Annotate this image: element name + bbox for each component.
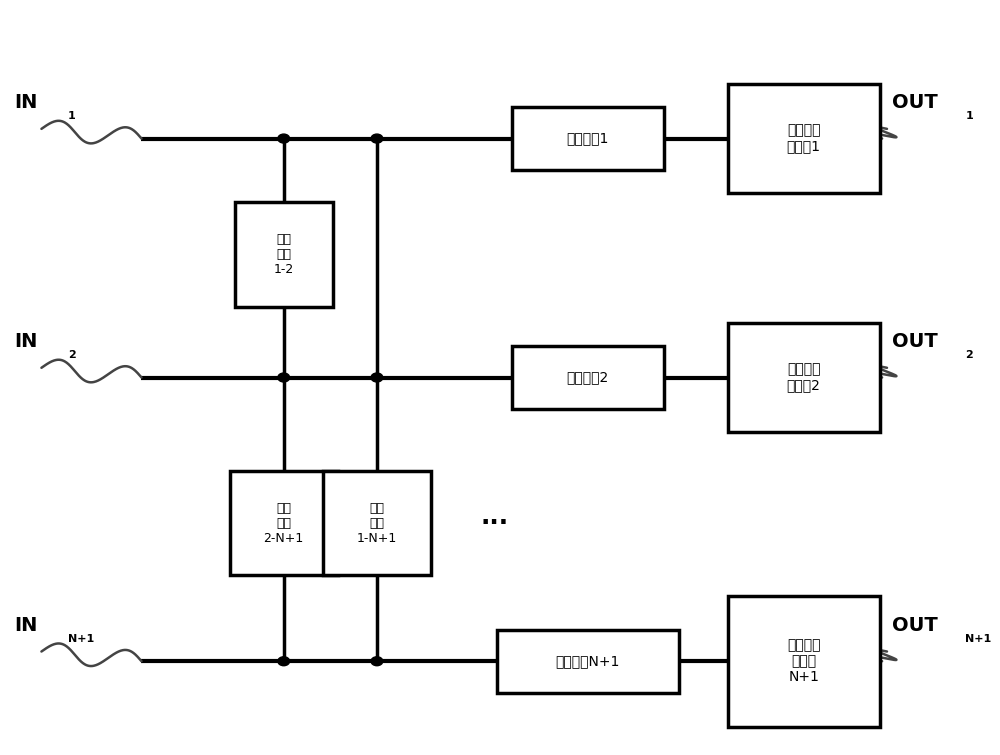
FancyBboxPatch shape <box>728 85 880 193</box>
Text: 电阵突触N+1: 电阵突触N+1 <box>556 655 620 668</box>
Text: 电阵突触1: 电阵突触1 <box>567 131 609 146</box>
Text: 输出神经
元模兗2: 输出神经 元模兗2 <box>787 362 821 393</box>
FancyBboxPatch shape <box>512 107 664 171</box>
Circle shape <box>278 373 290 382</box>
FancyBboxPatch shape <box>497 630 679 693</box>
FancyBboxPatch shape <box>323 471 431 575</box>
Text: N+1: N+1 <box>965 634 992 644</box>
FancyBboxPatch shape <box>235 202 333 307</box>
Text: 互连
模块
1-N+1: 互连 模块 1-N+1 <box>357 501 397 544</box>
Text: 输出神经
元模块
N+1: 输出神经 元模块 N+1 <box>787 638 820 685</box>
Text: OUT: OUT <box>892 332 938 351</box>
Circle shape <box>371 657 383 666</box>
Text: IN: IN <box>14 332 37 351</box>
Text: IN: IN <box>14 616 37 635</box>
Circle shape <box>371 134 383 143</box>
Circle shape <box>278 134 290 143</box>
Circle shape <box>371 373 383 382</box>
Text: 2: 2 <box>68 350 76 360</box>
Text: N+1: N+1 <box>68 634 94 644</box>
Text: 输出神经
元模兗1: 输出神经 元模兗1 <box>787 124 821 154</box>
FancyBboxPatch shape <box>728 323 880 432</box>
FancyBboxPatch shape <box>230 471 338 575</box>
FancyBboxPatch shape <box>728 596 880 726</box>
Text: 1: 1 <box>965 111 973 121</box>
Text: OUT: OUT <box>892 93 938 112</box>
Text: 互连
模块
2-N+1: 互连 模块 2-N+1 <box>264 501 304 544</box>
Text: IN: IN <box>14 93 37 112</box>
Text: 1: 1 <box>68 111 76 121</box>
Text: 电阵突触2: 电阵突触2 <box>567 371 609 384</box>
Text: 2: 2 <box>965 350 973 360</box>
Text: ···: ··· <box>481 511 509 535</box>
FancyBboxPatch shape <box>512 346 664 409</box>
Text: OUT: OUT <box>892 616 938 635</box>
Circle shape <box>278 657 290 666</box>
Text: 互连
模块
1-2: 互连 模块 1-2 <box>274 233 294 276</box>
